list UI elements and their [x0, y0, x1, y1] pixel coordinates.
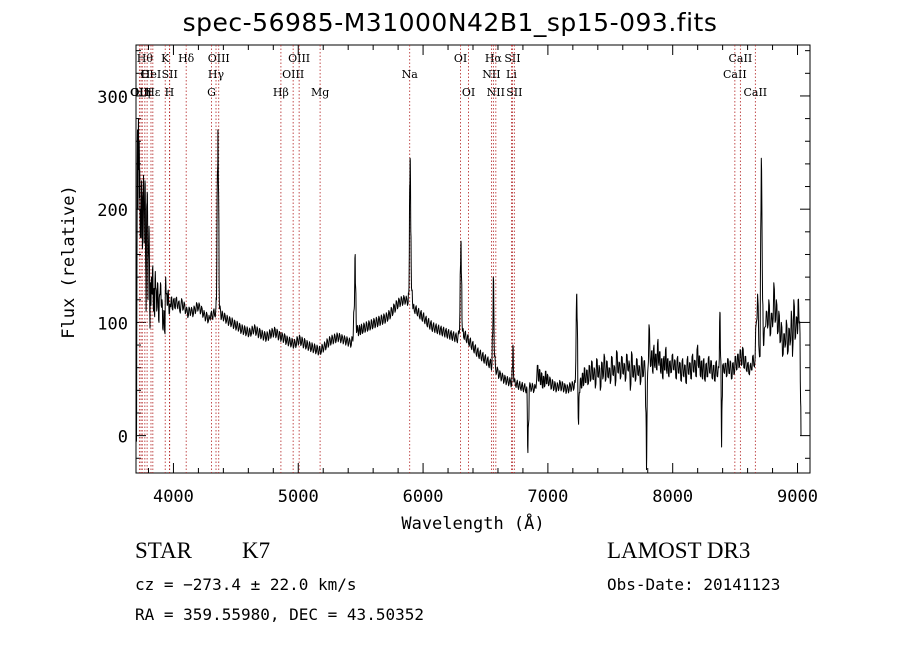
y-axis-ticks: 0 100 200 300 — [97, 50, 810, 459]
line-marker-label: OIII — [130, 86, 152, 99]
coordinates: RA = 359.55980, DEC = 43.50352 — [135, 605, 424, 624]
line-marker-label: HeI — [141, 68, 161, 81]
x-tick-label: 6000 — [403, 487, 444, 507]
line-marker-label: NII — [487, 86, 505, 99]
x-tick-label: 8000 — [652, 487, 693, 507]
survey-name: LAMOST DR3 — [607, 538, 751, 563]
line-marker-label: Hη — [134, 86, 150, 99]
line-marker-label: OIII — [208, 52, 230, 65]
line-marker-label: Mg — [311, 86, 329, 99]
x-tick-label: 4000 — [153, 487, 194, 507]
line-marker-label: SII — [504, 52, 520, 65]
line-marker-label: CaII — [729, 52, 753, 65]
line-marker-label: K — [161, 52, 170, 65]
line-marker-label: OIII — [288, 52, 310, 65]
line-marker-label: CaII — [723, 68, 747, 81]
spectrum-line — [135, 118, 802, 471]
line-marker-label: Hδ — [178, 52, 195, 65]
y-tick-label: 0 — [118, 428, 128, 448]
line-marker-label: OII — [131, 86, 149, 99]
line-marker-label: CaII — [743, 86, 767, 99]
y-tick-label: 100 — [97, 314, 128, 334]
spectrum-series — [135, 118, 802, 471]
y-tick-label: 300 — [97, 88, 128, 108]
x-axis-label: Wavelength (Å) — [401, 512, 544, 534]
object-class: STAR — [135, 538, 192, 563]
line-marker-label: G — [207, 86, 216, 99]
object-subclass: K7 — [242, 538, 271, 563]
line-marker-label: Hε — [145, 86, 161, 99]
x-tick-label: 7000 — [527, 487, 568, 507]
line-marker-label: NII — [482, 68, 500, 81]
line-marker-label: Hβ — [273, 86, 289, 99]
y-tick-label: 200 — [97, 201, 128, 221]
y-axis-label: Flux (relative) — [59, 185, 79, 339]
chart-title: spec-56985-M31000N42B1_sp15-093.fits — [182, 8, 718, 37]
line-marker-label: Hθ — [137, 52, 154, 65]
line-marker-label: Hα — [485, 52, 503, 65]
line-marker-label: OIII — [282, 68, 304, 81]
observation-date: Obs-Date: 20141123 — [607, 575, 781, 594]
x-axis-ticks: 4000 5000 6000 7000 8000 9000 — [147, 45, 818, 507]
x-tick-label: 5000 — [278, 487, 319, 507]
line-marker-label: OI — [462, 86, 475, 99]
line-marker-label: H — [165, 86, 175, 99]
x-tick-label: 9000 — [777, 487, 818, 507]
line-marker-label: SII — [506, 86, 522, 99]
line-marker-label: OI — [454, 52, 467, 65]
line-marker-label: Li — [506, 68, 517, 81]
line-marker-label: OI — [140, 68, 153, 81]
plot-frame — [135, 44, 811, 474]
line-marker-label: Na — [402, 68, 419, 81]
redshift-velocity: cz = −273.4 ± 22.0 km/s — [135, 575, 357, 594]
line-marker-label: Hγ — [208, 68, 225, 81]
